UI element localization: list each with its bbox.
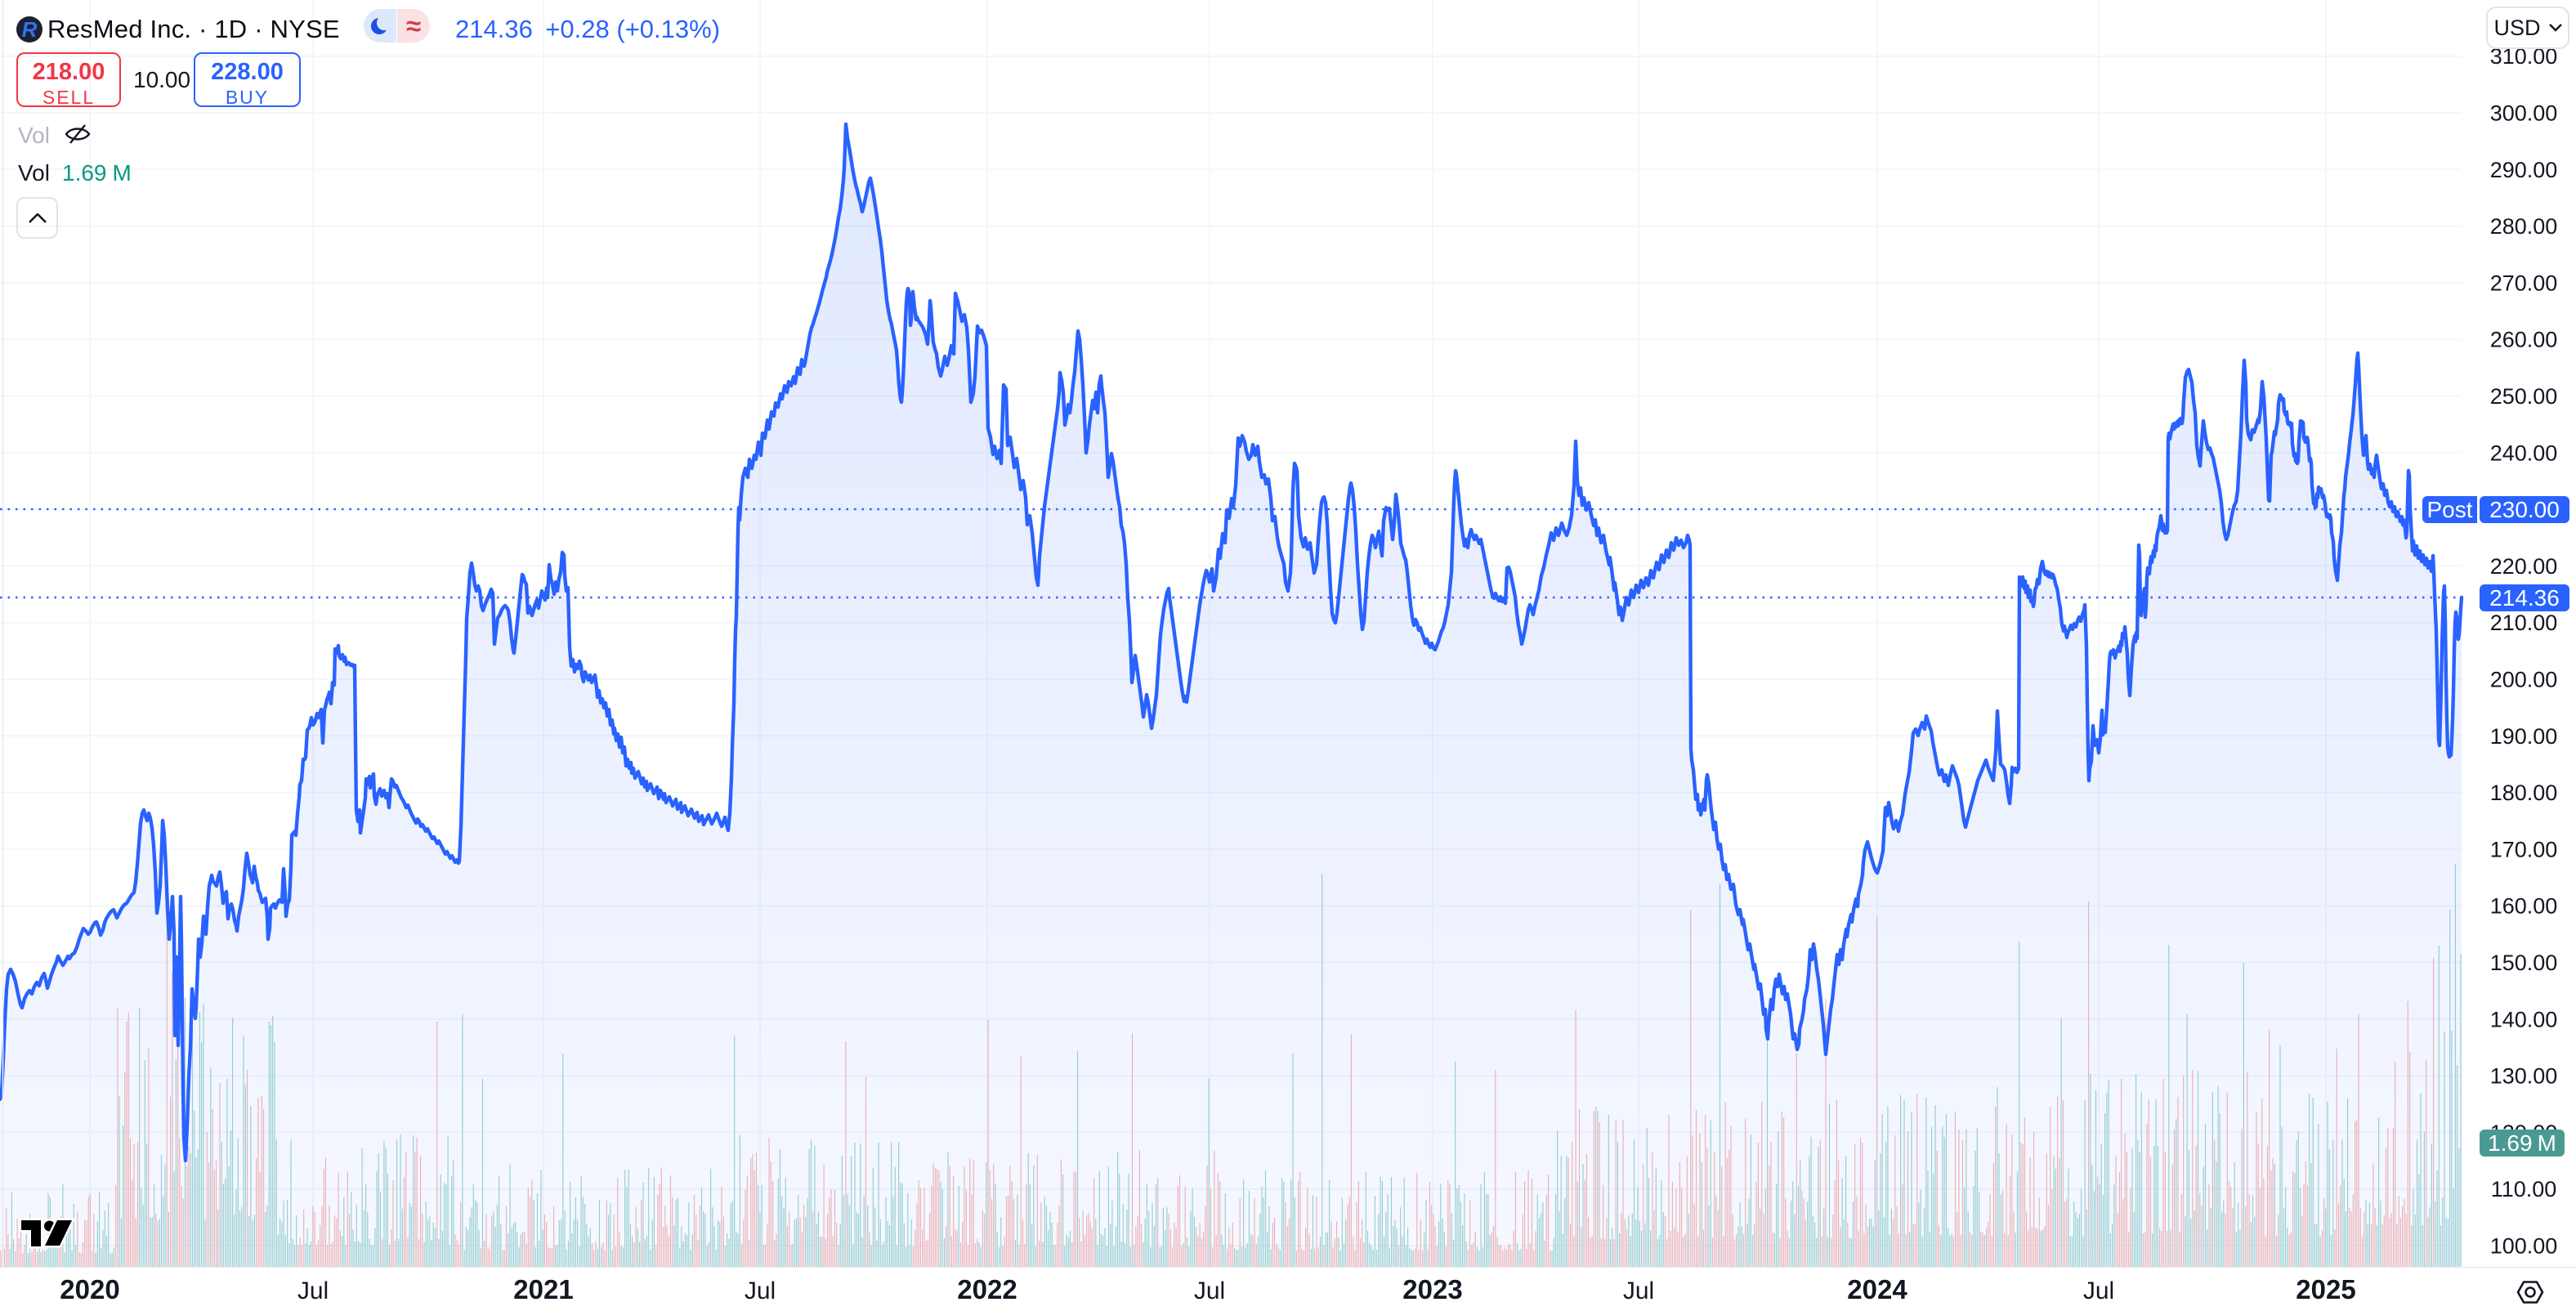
svg-text:110.00: 110.00 — [2491, 1177, 2557, 1201]
svg-text:140.00: 140.00 — [2490, 1007, 2558, 1031]
svg-text:Jul: Jul — [1194, 1277, 1225, 1304]
svg-text:200.00: 200.00 — [2490, 668, 2558, 692]
svg-text:Jul: Jul — [1623, 1277, 1654, 1304]
svg-text:240.00: 240.00 — [2490, 441, 2558, 465]
svg-text:180.00: 180.00 — [2490, 781, 2558, 805]
svg-text:130.00: 130.00 — [2490, 1064, 2558, 1089]
svg-text:210.00: 210.00 — [2490, 611, 2558, 635]
svg-text:260.00: 260.00 — [2490, 328, 2558, 352]
svg-text:Jul: Jul — [2083, 1277, 2114, 1304]
svg-text:170.00: 170.00 — [2490, 837, 2558, 861]
svg-text:100.00: 100.00 — [2490, 1234, 2558, 1259]
svg-text:2024: 2024 — [1847, 1274, 1907, 1304]
svg-text:2020: 2020 — [60, 1274, 119, 1304]
svg-text:300.00: 300.00 — [2490, 101, 2558, 126]
svg-text:290.00: 290.00 — [2490, 158, 2558, 182]
svg-text:190.00: 190.00 — [2490, 724, 2558, 749]
svg-text:2023: 2023 — [1402, 1274, 1462, 1304]
svg-text:2022: 2022 — [957, 1274, 1017, 1304]
svg-text:250.00: 250.00 — [2490, 384, 2558, 409]
svg-text:2021: 2021 — [513, 1274, 573, 1304]
svg-text:220.00: 220.00 — [2490, 554, 2558, 579]
svg-text:150.00: 150.00 — [2490, 951, 2558, 975]
svg-text:280.00: 280.00 — [2490, 214, 2558, 239]
svg-text:2025: 2025 — [2296, 1274, 2355, 1304]
svg-text:Jul: Jul — [745, 1277, 776, 1304]
svg-text:270.00: 270.00 — [2490, 271, 2558, 295]
svg-text:Jul: Jul — [297, 1277, 329, 1304]
svg-text:160.00: 160.00 — [2490, 894, 2558, 919]
